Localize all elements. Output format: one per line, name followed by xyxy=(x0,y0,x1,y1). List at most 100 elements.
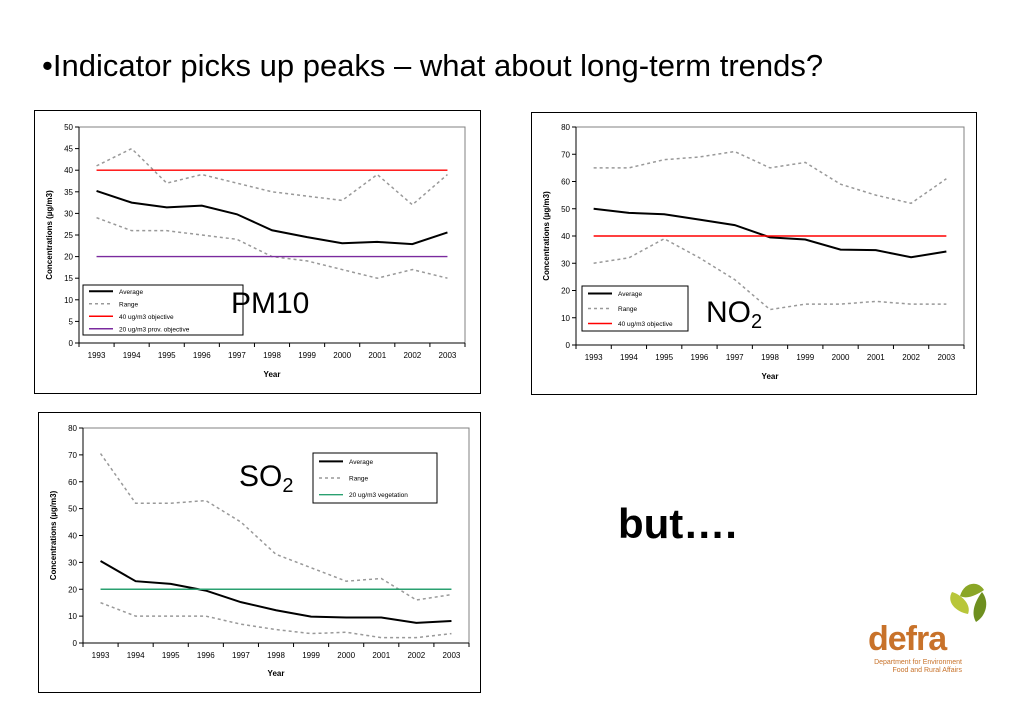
x-tick-label: 2003 xyxy=(443,651,461,660)
defra-logo: defra Department for Environment Food an… xyxy=(868,582,998,682)
x-axis-title: Year xyxy=(268,669,285,678)
pm10-chart-panel: 0 5 10 15 20 25 30 35 40 45 50 1993 1994 1995 1996 1997… xyxy=(34,110,481,394)
legend-label: 40 ug/m3 objective xyxy=(119,314,174,321)
y-tick-label: 70 xyxy=(68,451,77,460)
x-tick-label: 1998 xyxy=(263,351,281,360)
series-line-1 xyxy=(99,453,452,601)
x-tick-label: 2003 xyxy=(937,353,955,362)
series-line-1 xyxy=(593,150,947,205)
y-tick-label: 10 xyxy=(68,612,77,621)
legend-label: Range xyxy=(119,301,139,308)
y-tick-label: 80 xyxy=(68,424,77,433)
y-tick-label: 40 xyxy=(64,166,73,175)
legend-box xyxy=(82,284,244,336)
so2-label: SO2 xyxy=(239,460,293,498)
y-tick-label: 40 xyxy=(68,532,77,541)
y-tick-label: 35 xyxy=(64,188,73,197)
x-tick-label: 2000 xyxy=(337,651,355,660)
series-line-0 xyxy=(593,207,947,259)
y-tick-label: 30 xyxy=(64,209,73,218)
y-tick-label: 0 xyxy=(73,639,78,648)
x-tick-label: 1997 xyxy=(726,353,744,362)
x-tick-label: 1993 xyxy=(585,353,603,362)
defra-subtitle-line2: Food and Rural Affairs xyxy=(892,667,962,674)
x-tick-label: 1993 xyxy=(88,351,106,360)
y-tick-label: 20 xyxy=(68,585,77,594)
y-axis-title: Concentrations (µg/m3) xyxy=(49,490,58,580)
defra-leaf-icon xyxy=(950,583,987,622)
legend-label: Average xyxy=(618,291,642,298)
y-tick-label: 50 xyxy=(561,205,570,214)
x-tick-label: 1996 xyxy=(197,651,215,660)
x-tick-label: 1995 xyxy=(655,353,673,362)
x-axis-title: Year xyxy=(264,370,281,379)
x-tick-label: 2000 xyxy=(333,351,351,360)
no2-label-subscript: 2 xyxy=(751,311,763,333)
no2-label: NO2 xyxy=(706,296,762,334)
y-tick-label: 10 xyxy=(561,314,570,323)
x-tick-label: 1998 xyxy=(761,353,779,362)
x-tick-label: 2001 xyxy=(368,351,386,360)
x-tick-label: 2000 xyxy=(832,353,850,362)
pm10-label: PM10 xyxy=(231,287,309,321)
x-tick-label: 2001 xyxy=(372,651,390,660)
y-axis-title: Concentrations (µg/m3) xyxy=(45,190,54,280)
no2-label-text: NO xyxy=(706,296,751,329)
pm10-label-text: PM10 xyxy=(231,287,310,320)
y-tick-label: 20 xyxy=(561,287,570,296)
x-tick-label: 1998 xyxy=(267,651,285,660)
so2-chart-panel: 0 10 20 30 40 50 60 70 80 1993 1994 1995 1996 1997 199… xyxy=(38,412,481,693)
x-tick-label: 1993 xyxy=(92,651,110,660)
legend-label: 20 ug/m3 prov. objective xyxy=(119,326,190,333)
y-tick-label: 45 xyxy=(64,145,73,154)
y-tick-label: 25 xyxy=(64,231,73,240)
x-tick-label: 1996 xyxy=(193,351,211,360)
y-tick-label: 5 xyxy=(69,317,74,326)
no2-chart: 0 10 20 30 40 50 60 70 80 1993 1994 1995 1996 1997 199… xyxy=(542,123,965,381)
x-tick-label: 2003 xyxy=(439,351,457,360)
no2-chart-panel: 0 10 20 30 40 50 60 70 80 1993 1994 1995 1996 1997 199… xyxy=(531,112,977,395)
legend-label: 20 ug/m3 vegetation xyxy=(349,492,408,499)
but-text: but…. xyxy=(618,500,737,547)
y-tick-label: 0 xyxy=(566,341,571,350)
legend-label: Range xyxy=(618,306,638,313)
y-axis-title: Concentrations (µg/m3) xyxy=(542,191,551,281)
x-tick-label: 2001 xyxy=(867,353,885,362)
y-tick-label: 50 xyxy=(68,505,77,514)
y-tick-label: 20 xyxy=(64,253,73,262)
defra-subtitle-line1: Department for Environment xyxy=(874,659,962,666)
slide-headline: •Indicator picks up peaks – what about l… xyxy=(42,48,824,83)
series-line-0 xyxy=(100,560,452,624)
so2-chart: 0 10 20 30 40 50 60 70 80 1993 1994 1995 1996 1997 199… xyxy=(49,424,470,678)
x-tick-label: 2002 xyxy=(902,353,920,362)
y-tick-label: 80 xyxy=(561,123,570,132)
y-tick-label: 0 xyxy=(69,339,74,348)
legend-label: Average xyxy=(349,459,373,466)
x-tick-label: 1995 xyxy=(158,351,176,360)
series-line-0 xyxy=(96,189,448,246)
x-tick-label: 1996 xyxy=(691,353,709,362)
x-axis-title: Year xyxy=(762,372,779,381)
x-tick-label: 1999 xyxy=(298,351,316,360)
pm10-chart: 0 5 10 15 20 25 30 35 40 45 50 1993 1994 1995 1996 1997… xyxy=(45,123,466,379)
legend-label: 40 ug/m3 objective xyxy=(618,321,673,328)
y-tick-label: 30 xyxy=(68,558,77,567)
x-tick-label: 1994 xyxy=(123,351,141,360)
so2-label-subscript: 2 xyxy=(282,475,294,497)
y-tick-label: 60 xyxy=(68,478,77,487)
x-tick-label: 2002 xyxy=(403,351,421,360)
y-tick-label: 15 xyxy=(64,274,73,283)
x-tick-label: 1994 xyxy=(127,651,145,660)
x-tick-label: 1999 xyxy=(796,353,814,362)
y-tick-label: 10 xyxy=(64,296,73,305)
legend-label: Range xyxy=(349,476,369,483)
x-tick-label: 1997 xyxy=(232,651,250,660)
x-tick-label: 2002 xyxy=(407,651,425,660)
y-tick-label: 60 xyxy=(561,178,570,187)
defra-wordmark: defra xyxy=(868,620,947,658)
legend-label: Average xyxy=(119,289,143,296)
y-tick-label: 50 xyxy=(64,123,73,132)
x-tick-label: 1999 xyxy=(302,651,320,660)
y-tick-label: 30 xyxy=(561,259,570,268)
y-tick-label: 40 xyxy=(561,232,570,241)
